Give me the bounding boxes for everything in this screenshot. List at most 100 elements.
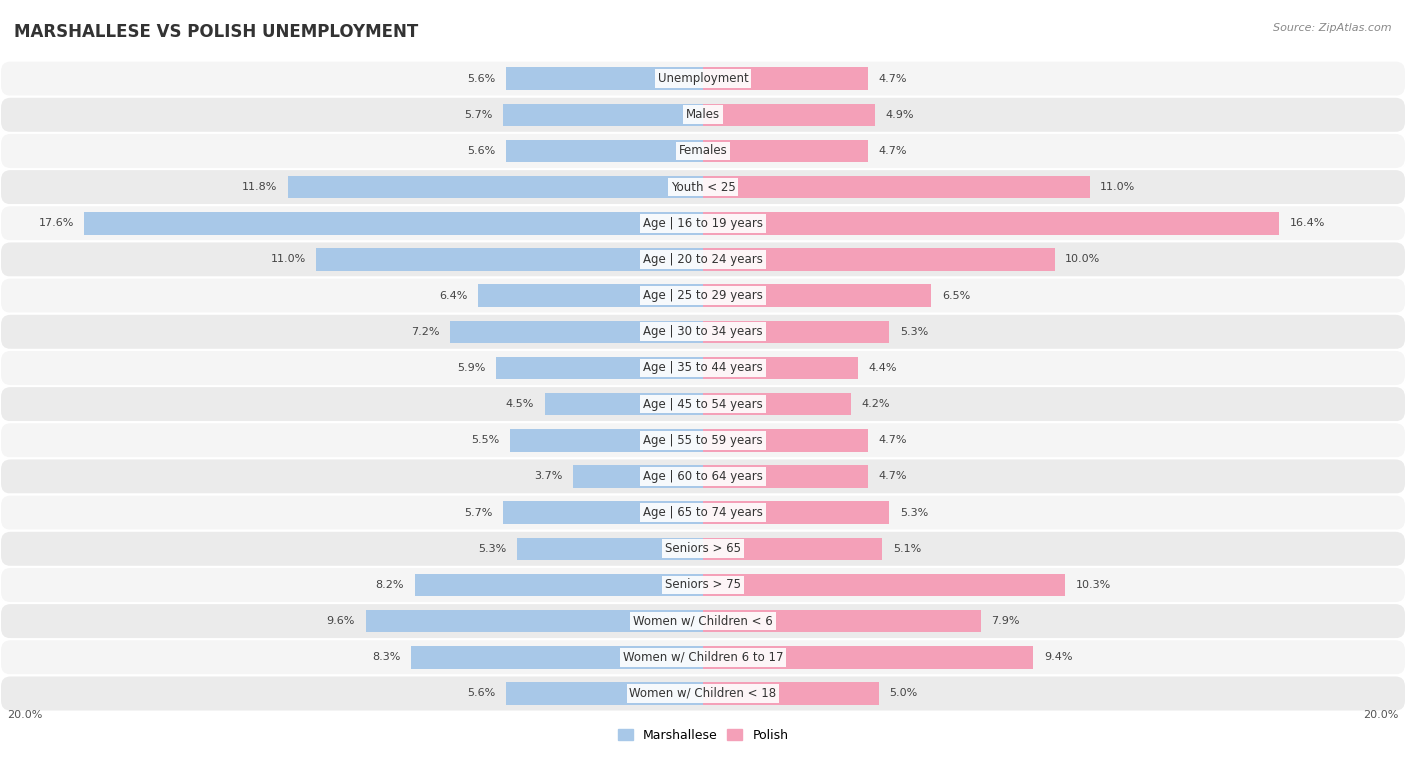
FancyBboxPatch shape <box>0 639 1406 675</box>
Bar <box>478 285 703 307</box>
FancyBboxPatch shape <box>0 422 1406 459</box>
FancyBboxPatch shape <box>0 531 1406 567</box>
Bar <box>703 248 1054 271</box>
Bar <box>703 466 869 488</box>
Bar <box>703 67 869 90</box>
Bar <box>506 682 703 705</box>
Bar <box>366 610 703 632</box>
Bar <box>703 140 869 162</box>
Bar <box>703 393 851 416</box>
Bar <box>574 466 703 488</box>
Text: 6.5%: 6.5% <box>942 291 970 301</box>
Text: 5.3%: 5.3% <box>900 508 928 518</box>
Bar <box>506 67 703 90</box>
Bar <box>703 610 981 632</box>
FancyBboxPatch shape <box>0 675 1406 712</box>
Text: Women w/ Children < 6: Women w/ Children < 6 <box>633 615 773 628</box>
Bar <box>412 646 703 668</box>
Text: 11.8%: 11.8% <box>242 182 277 192</box>
Text: 20.0%: 20.0% <box>1364 710 1399 721</box>
FancyBboxPatch shape <box>0 241 1406 278</box>
FancyBboxPatch shape <box>0 350 1406 386</box>
Bar <box>316 248 703 271</box>
Text: Seniors > 75: Seniors > 75 <box>665 578 741 591</box>
Text: 9.6%: 9.6% <box>326 616 354 626</box>
Bar <box>84 212 703 235</box>
Text: Age | 60 to 64 years: Age | 60 to 64 years <box>643 470 763 483</box>
Text: 5.7%: 5.7% <box>464 110 492 120</box>
Text: 7.2%: 7.2% <box>411 327 439 337</box>
FancyBboxPatch shape <box>0 278 1406 313</box>
Text: 11.0%: 11.0% <box>270 254 307 264</box>
FancyBboxPatch shape <box>0 61 1406 97</box>
Text: MARSHALLESE VS POLISH UNEMPLOYMENT: MARSHALLESE VS POLISH UNEMPLOYMENT <box>14 23 419 41</box>
Text: Youth < 25: Youth < 25 <box>671 181 735 194</box>
Bar <box>503 104 703 126</box>
Text: 7.9%: 7.9% <box>991 616 1019 626</box>
Text: 6.4%: 6.4% <box>439 291 467 301</box>
Text: 5.6%: 5.6% <box>467 73 496 83</box>
Text: Age | 35 to 44 years: Age | 35 to 44 years <box>643 362 763 375</box>
Text: Age | 65 to 74 years: Age | 65 to 74 years <box>643 506 763 519</box>
Text: Age | 45 to 54 years: Age | 45 to 54 years <box>643 397 763 410</box>
Bar <box>703 285 932 307</box>
Bar <box>703 646 1033 668</box>
FancyBboxPatch shape <box>0 169 1406 205</box>
Bar <box>546 393 703 416</box>
Text: 5.6%: 5.6% <box>467 689 496 699</box>
Text: 3.7%: 3.7% <box>534 472 562 481</box>
Text: 10.3%: 10.3% <box>1076 580 1111 590</box>
Text: 4.7%: 4.7% <box>879 73 907 83</box>
Bar <box>703 176 1090 198</box>
Bar <box>288 176 703 198</box>
Text: 4.9%: 4.9% <box>886 110 914 120</box>
Bar <box>703 537 883 560</box>
Text: 4.4%: 4.4% <box>869 363 897 373</box>
Text: 5.3%: 5.3% <box>900 327 928 337</box>
FancyBboxPatch shape <box>0 603 1406 639</box>
FancyBboxPatch shape <box>0 133 1406 169</box>
Text: 5.5%: 5.5% <box>471 435 499 445</box>
Text: 9.4%: 9.4% <box>1043 653 1073 662</box>
Text: Unemployment: Unemployment <box>658 72 748 85</box>
Bar <box>703 682 879 705</box>
Bar <box>506 140 703 162</box>
Text: 4.7%: 4.7% <box>879 146 907 156</box>
Text: 5.6%: 5.6% <box>467 146 496 156</box>
Text: Age | 20 to 24 years: Age | 20 to 24 years <box>643 253 763 266</box>
Bar <box>503 501 703 524</box>
Text: 5.7%: 5.7% <box>464 508 492 518</box>
FancyBboxPatch shape <box>0 459 1406 494</box>
FancyBboxPatch shape <box>0 567 1406 603</box>
Text: 8.2%: 8.2% <box>375 580 405 590</box>
Text: Age | 30 to 34 years: Age | 30 to 34 years <box>643 326 763 338</box>
Bar <box>496 357 703 379</box>
Bar <box>703 357 858 379</box>
Text: 17.6%: 17.6% <box>38 218 73 229</box>
Bar <box>415 574 703 597</box>
Bar <box>703 212 1279 235</box>
FancyBboxPatch shape <box>0 386 1406 422</box>
Text: Age | 16 to 19 years: Age | 16 to 19 years <box>643 217 763 230</box>
Bar <box>510 429 703 451</box>
Bar <box>450 321 703 343</box>
Text: 5.1%: 5.1% <box>893 544 921 554</box>
Bar <box>703 429 869 451</box>
Text: Source: ZipAtlas.com: Source: ZipAtlas.com <box>1274 23 1392 33</box>
Text: Women w/ Children 6 to 17: Women w/ Children 6 to 17 <box>623 651 783 664</box>
FancyBboxPatch shape <box>0 313 1406 350</box>
Text: 8.3%: 8.3% <box>373 653 401 662</box>
FancyBboxPatch shape <box>0 97 1406 133</box>
Bar <box>703 321 889 343</box>
FancyBboxPatch shape <box>0 494 1406 531</box>
Text: Age | 25 to 29 years: Age | 25 to 29 years <box>643 289 763 302</box>
Bar <box>517 537 703 560</box>
Text: 20.0%: 20.0% <box>7 710 42 721</box>
Text: Males: Males <box>686 108 720 121</box>
Text: 10.0%: 10.0% <box>1066 254 1101 264</box>
Text: 4.2%: 4.2% <box>860 399 890 409</box>
Text: Seniors > 65: Seniors > 65 <box>665 542 741 556</box>
Bar <box>703 501 889 524</box>
Text: 4.7%: 4.7% <box>879 435 907 445</box>
Bar <box>703 574 1066 597</box>
